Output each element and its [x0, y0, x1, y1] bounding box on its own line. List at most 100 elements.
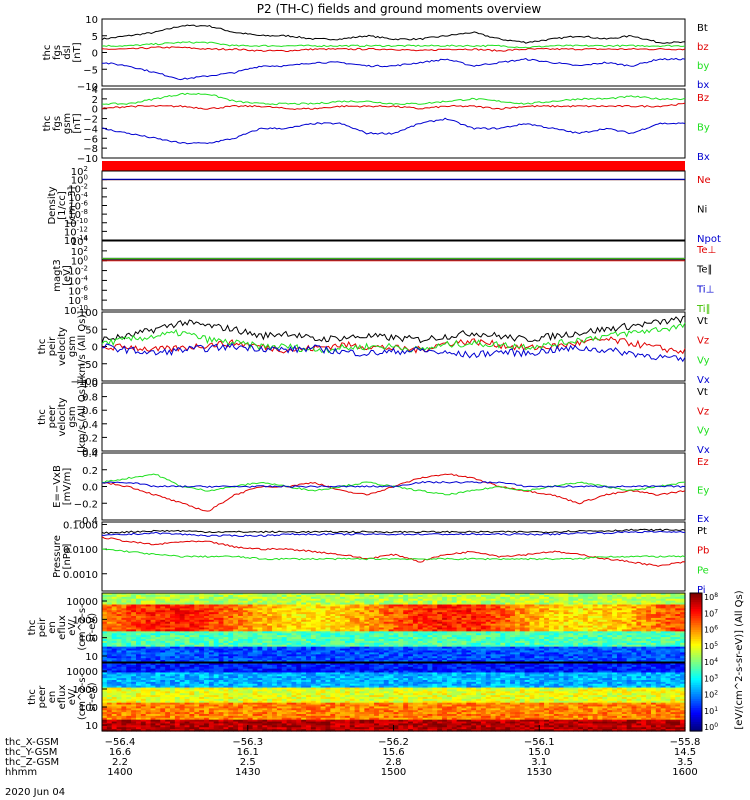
ytick-label: 0	[92, 343, 98, 354]
heatmap-cell	[670, 608, 676, 611]
heatmap-cell	[106, 640, 113, 644]
heatmap-cell	[296, 600, 302, 604]
heatmap-cell	[510, 652, 516, 655]
heatmap-cell	[150, 602, 157, 606]
heatmap-cell	[199, 602, 205, 606]
heatmap-cell	[106, 660, 113, 663]
heatmap-cell	[218, 656, 225, 659]
heatmap-cell	[257, 658, 263, 661]
heatmap-cell	[514, 660, 521, 663]
heatmap-cell	[534, 598, 540, 602]
heatmap-cell	[267, 635, 273, 638]
heatmap-cell	[461, 652, 467, 655]
heatmap-cell	[281, 642, 288, 646]
heatmap-cell	[194, 619, 200, 623]
heatmap-cell	[587, 606, 594, 609]
heatmap-cell	[116, 623, 123, 627]
heatmap-cell	[184, 658, 191, 661]
heatmap-cell	[476, 606, 482, 609]
heatmap-cell	[174, 656, 181, 659]
heatmap-cell	[106, 656, 113, 659]
heatmap-cell	[296, 640, 302, 644]
heatmap-cell	[534, 650, 540, 654]
heatmap-cell	[126, 698, 132, 702]
heatmap-cell	[514, 646, 521, 650]
heatmap-cell	[388, 648, 395, 652]
heatmap-cell	[121, 633, 127, 636]
heatmap-cell	[165, 610, 171, 613]
heatmap-cell	[631, 593, 638, 596]
heatmap-cell	[495, 598, 501, 602]
heatmap-cell	[388, 633, 395, 636]
heatmap-cell	[680, 652, 686, 655]
heatmap-cell	[116, 681, 123, 685]
heatmap-cell	[238, 658, 244, 661]
heatmap-cell	[490, 608, 497, 611]
heatmap-cell	[383, 658, 390, 661]
heatmap-cell	[412, 619, 419, 623]
heatmap-cell	[106, 621, 113, 625]
heatmap-cell	[140, 608, 147, 611]
heatmap-cell	[325, 606, 331, 609]
heatmap-cell	[330, 593, 336, 596]
heatmap-cell	[582, 652, 589, 655]
heatmap-cell	[514, 602, 521, 606]
heatmap-cell	[597, 633, 604, 636]
heatmap-cell	[466, 596, 472, 600]
heatmap-cell	[505, 614, 511, 617]
heatmap-cell	[354, 629, 361, 632]
heatmap-cell	[597, 619, 604, 623]
heatmap-cell	[437, 610, 443, 613]
heatmap-cell	[573, 660, 579, 663]
heatmap-cell	[461, 635, 467, 638]
heatmap-cell	[199, 610, 205, 613]
heatmap-cell	[165, 608, 171, 611]
heatmap-cell	[456, 598, 463, 602]
heatmap-cell	[587, 660, 594, 663]
heatmap-cell	[208, 646, 215, 650]
heatmap-cell	[228, 646, 234, 650]
heatmap-cell	[480, 598, 487, 602]
heatmap-cell	[262, 612, 268, 615]
heatmap-cell	[106, 608, 113, 611]
heatmap-cell	[680, 656, 686, 659]
heatmap-cell	[315, 635, 322, 638]
heatmap-cell	[592, 616, 599, 619]
heatmap-cell	[529, 606, 535, 609]
heatmap-cell	[636, 614, 642, 617]
heatmap-cell	[286, 614, 293, 617]
heatmap-cell	[646, 658, 652, 661]
heatmap-cell	[393, 600, 399, 604]
heatmap-cell	[354, 610, 361, 613]
heatmap-cell	[111, 625, 118, 629]
heatmap-cell	[140, 650, 147, 654]
heatmap-cell	[296, 619, 302, 623]
heatmap-cell	[432, 654, 438, 657]
heatmap-cell	[335, 616, 341, 619]
heatmap-cell	[631, 602, 638, 606]
heatmap-cell	[354, 596, 361, 600]
heatmap-cell	[626, 619, 633, 623]
heatmap-cell	[398, 604, 404, 608]
heatmap-cell	[587, 621, 594, 625]
heatmap-cell	[184, 652, 191, 655]
heatmap-cell	[539, 648, 545, 652]
heatmap-cell	[320, 617, 327, 621]
heatmap-cell	[306, 610, 312, 613]
heatmap-cell	[145, 623, 152, 627]
heatmap-cell	[500, 650, 506, 654]
heatmap-cell	[247, 642, 254, 646]
heatmap-cell	[631, 612, 638, 615]
heatmap-cell	[422, 627, 429, 631]
heatmap-cell	[145, 640, 152, 644]
heatmap-cell	[208, 598, 215, 602]
heatmap-cell	[437, 593, 443, 596]
heatmap-cell	[680, 625, 686, 629]
heatmap-cell	[257, 633, 263, 636]
heatmap-cell	[359, 608, 365, 611]
ytick-label: 0.4	[82, 420, 98, 431]
heatmap-cell	[126, 650, 132, 654]
heatmap-cell	[116, 689, 123, 692]
heatmap-cell	[548, 625, 555, 629]
heatmap-cell	[408, 602, 414, 606]
